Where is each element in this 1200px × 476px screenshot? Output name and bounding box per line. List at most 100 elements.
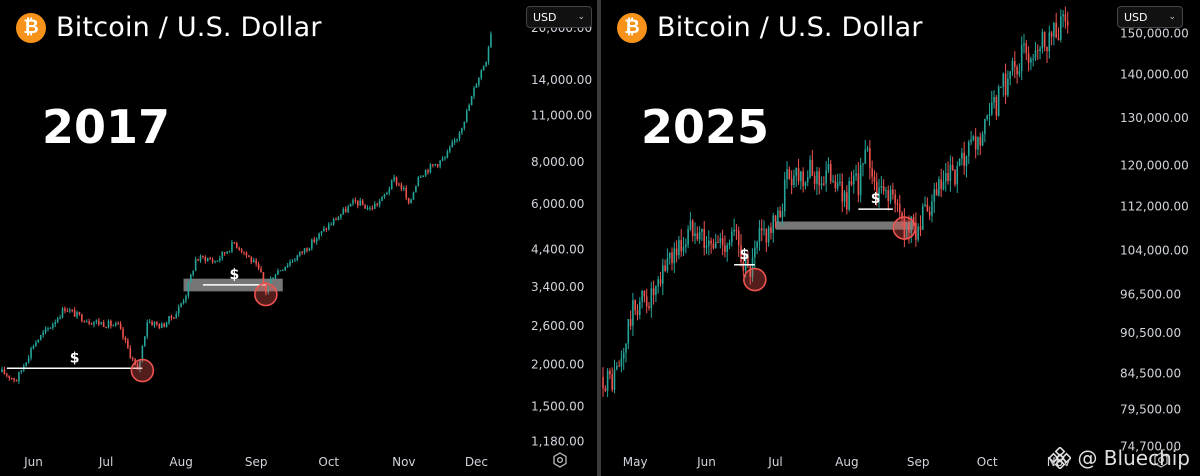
candle-body	[947, 173, 949, 181]
candle-body	[990, 102, 993, 115]
candle-body	[226, 251, 228, 254]
candle-body	[85, 321, 88, 323]
candle-body	[650, 288, 653, 308]
candle-body	[1002, 73, 1005, 87]
candle-body	[772, 215, 775, 233]
candle-body	[131, 357, 134, 360]
candle-body	[710, 240, 712, 244]
candle-body	[429, 164, 432, 173]
candle-body	[871, 168, 873, 177]
candle-body	[209, 258, 211, 260]
candle-body	[344, 208, 347, 213]
candle-body	[335, 219, 337, 221]
candle-body	[245, 252, 248, 256]
candle-body	[859, 165, 862, 196]
candle-body	[453, 140, 456, 143]
candle-body	[641, 290, 643, 302]
candle-body	[240, 249, 243, 252]
candle-body	[1034, 50, 1037, 59]
candle-body	[921, 206, 924, 230]
currency-selector[interactable]: USD ⌄	[526, 6, 592, 28]
candle-body	[940, 179, 942, 190]
candle-body	[432, 164, 434, 166]
gear-center	[556, 456, 564, 464]
candle-body	[846, 192, 848, 210]
candle-body	[687, 229, 689, 245]
candle-body	[954, 170, 956, 185]
chevron-down-icon: ⌄	[1168, 12, 1176, 22]
chart-title: Bitcoin / U.S. Dollar	[657, 12, 923, 43]
candle-body	[632, 300, 634, 326]
gear-center	[1157, 456, 1165, 464]
candle-body	[979, 136, 982, 146]
chevron-down-icon: ⌄	[577, 12, 585, 22]
candle-body	[616, 365, 618, 370]
candle-body	[813, 175, 816, 184]
candle-body	[602, 376, 604, 389]
candle-body	[685, 244, 687, 247]
candle-body	[347, 206, 349, 213]
candle-body	[61, 308, 64, 318]
candle-body	[811, 159, 814, 176]
candle-body	[1064, 14, 1067, 22]
candle-body	[436, 164, 439, 167]
candle-body	[470, 96, 473, 106]
price-chart-2025[interactable]: 150,000.00 140,000.00 130,000.00 120,000.00…	[601, 0, 1200, 476]
candle-body	[434, 164, 437, 166]
chart-panel-2025[interactable]: 150,000.00 140,000.00 130,000.00 120,000.00…	[601, 0, 1200, 476]
candle-body	[478, 78, 480, 85]
candle-body	[262, 272, 265, 283]
candle-body	[376, 203, 378, 205]
candle-body	[731, 231, 733, 243]
price-chart-2017[interactable]: 20,000.0014,000.0011,000.008,000.006,000…	[0, 0, 597, 476]
candle-body	[862, 163, 864, 166]
candle-body	[673, 248, 676, 264]
candle-body	[928, 211, 931, 216]
candle-body	[662, 265, 664, 284]
candle-body	[439, 160, 441, 167]
candle-body	[400, 184, 403, 190]
gear-icon[interactable]	[553, 452, 567, 468]
candle-body	[192, 270, 195, 275]
candle-body	[910, 216, 913, 233]
candle-body	[889, 189, 892, 202]
candle-body	[199, 256, 202, 261]
candle-body	[177, 306, 180, 314]
candle-body	[834, 180, 837, 189]
y-tick-label: 74,700.00	[1120, 439, 1181, 453]
dollar-label: $	[70, 350, 80, 366]
candle-body	[1004, 73, 1007, 96]
retest-circle	[743, 267, 767, 292]
gear-icon[interactable]	[1154, 452, 1168, 468]
dollar-label: $	[871, 191, 881, 207]
chart-panel-2017[interactable]: 20,000.0014,000.0011,000.008,000.006,000…	[0, 0, 597, 476]
candle-body	[25, 362, 28, 366]
watermark: @ Bluechip	[1049, 446, 1190, 470]
candle-body	[843, 192, 846, 202]
y-tick-label: 8,000.00	[531, 155, 584, 169]
x-tick-label: Aug	[835, 455, 858, 469]
candle-body	[197, 259, 199, 261]
candle-body	[926, 204, 929, 212]
candle-body	[786, 169, 788, 180]
candle-body	[175, 313, 178, 319]
candle-body	[216, 260, 219, 262]
candle-body	[281, 269, 284, 271]
candle-body	[857, 173, 860, 196]
candle-body	[1030, 58, 1032, 63]
candle-body	[105, 326, 107, 328]
candle-body	[306, 248, 308, 251]
candle-body	[20, 370, 23, 373]
currency-selector[interactable]: USD ⌄	[1117, 6, 1183, 28]
candle-body	[717, 241, 719, 243]
y-tick-label: 1,180.00	[531, 435, 584, 449]
candle-body	[984, 118, 986, 134]
candle-body	[327, 224, 330, 230]
candle-body	[949, 164, 952, 181]
candle-body	[160, 323, 163, 329]
candle-body	[855, 173, 857, 176]
candle-body	[37, 339, 40, 343]
candle-body	[352, 200, 354, 204]
candle-body	[613, 369, 616, 390]
candle-body	[1032, 58, 1034, 60]
